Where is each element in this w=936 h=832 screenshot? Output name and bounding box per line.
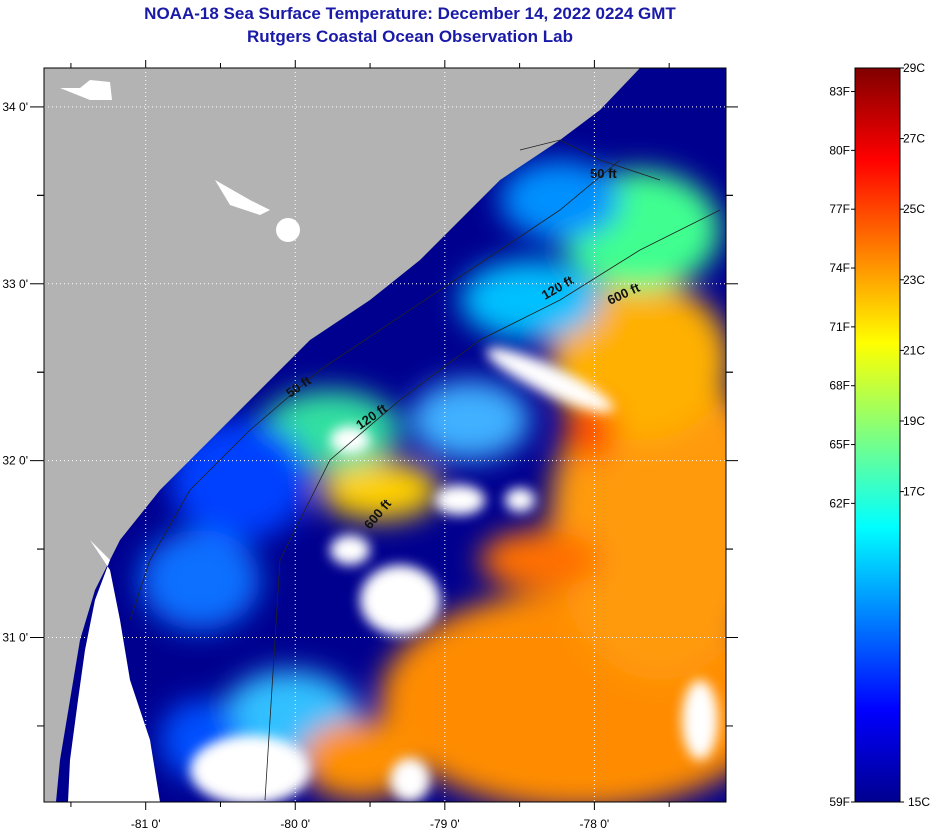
lake-mark bbox=[60, 80, 112, 100]
map-axes: -81 0' -80 0' -79 0' -78 0' 34 0' 33 0' 32 0' 3… bbox=[2, 60, 738, 831]
colorbar-f-label: 80F bbox=[829, 143, 850, 157]
lon-tick-label: -79 0' bbox=[430, 817, 460, 831]
lon-tick-label: -80 0' bbox=[280, 817, 310, 831]
figure-subtitle: Rutgers Coastal Ocean Observation Lab bbox=[247, 27, 573, 46]
figure-title: NOAA-18 Sea Surface Temperature: Decembe… bbox=[144, 4, 676, 23]
cloud-patches bbox=[190, 347, 718, 802]
lon-tick-label: -81 0' bbox=[131, 817, 161, 831]
colorbar-c-label: 29C bbox=[903, 61, 925, 75]
colorbar-c-label: 23C bbox=[903, 273, 925, 287]
colorbar-f-label: 62F bbox=[829, 496, 850, 510]
colorbar-c-label: 21C bbox=[903, 343, 925, 357]
lon-tick-label: -78 0' bbox=[580, 817, 610, 831]
colorbar-c-label: 17C bbox=[903, 485, 925, 499]
colorbar-f-label: 83F bbox=[829, 85, 850, 99]
lake-mark bbox=[215, 180, 270, 215]
lat-tick-label: 31 0' bbox=[2, 631, 28, 645]
colorbar-f-label: 59F bbox=[829, 795, 850, 809]
colorbar-f-label: 74F bbox=[829, 261, 850, 275]
colorbar-f-label: 77F bbox=[829, 202, 850, 216]
colorbar-c-label: 15C bbox=[908, 795, 930, 809]
colorbar-f-label: 65F bbox=[829, 438, 850, 452]
contour-label: 50 ft bbox=[590, 166, 617, 181]
colorbar: 29C 27C 25C 23C 21C 19C 17C 15C 83F 80F 77F 74F 71F 6… bbox=[829, 61, 930, 809]
colorbar-c-label: 25C bbox=[903, 202, 925, 216]
colorbar-c-label: 27C bbox=[903, 132, 925, 146]
land-mass bbox=[44, 68, 640, 802]
isobaths bbox=[129, 139, 721, 801]
colorbar-c-label: 19C bbox=[903, 414, 925, 428]
lat-tick-label: 34 0' bbox=[2, 100, 28, 114]
cloud-mask bbox=[68, 540, 160, 802]
colorbar-gradient bbox=[854, 67, 901, 803]
lat-tick-label: 33 0' bbox=[2, 277, 28, 291]
lat-tick-label: 32 0' bbox=[2, 454, 28, 468]
map-area: 50 ft 120 ft 600 ft 50 ft 120 ft 600 ft bbox=[44, 68, 726, 802]
graticule bbox=[44, 68, 726, 802]
colorbar-f-label: 68F bbox=[829, 379, 850, 393]
colorbar-f-label: 71F bbox=[829, 320, 850, 334]
map-frame bbox=[43, 67, 727, 803]
lake-mark bbox=[276, 218, 300, 242]
